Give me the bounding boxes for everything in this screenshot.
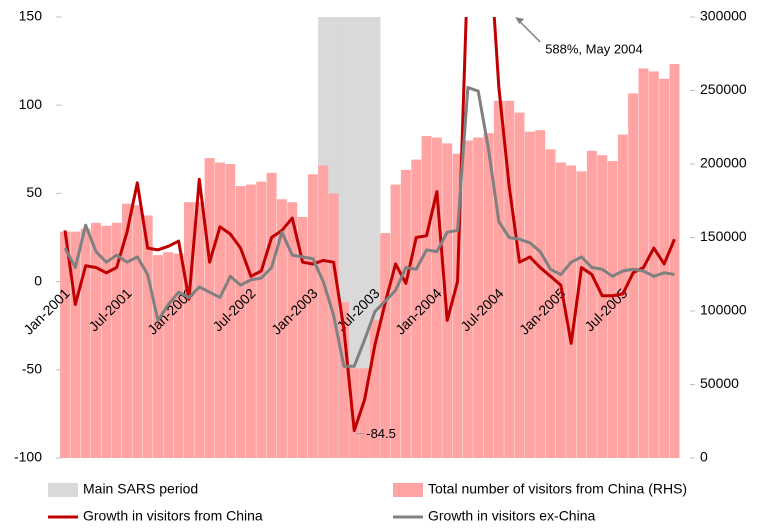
bar <box>514 112 525 459</box>
bar <box>359 368 370 458</box>
y2-tick-label: 100000 <box>700 302 747 318</box>
bar <box>122 203 132 458</box>
y-tick-label: 0 <box>34 272 42 288</box>
sars-band <box>338 17 350 458</box>
bar <box>421 136 432 458</box>
bar <box>297 216 308 458</box>
label-layer: -84.5 588%, May 2004 Main SARS period Total… <box>48 17 687 524</box>
bar <box>132 205 143 458</box>
bar <box>442 143 453 459</box>
bar <box>638 68 649 458</box>
line <box>63 86 675 368</box>
bar <box>70 231 81 458</box>
bar <box>80 228 91 458</box>
bar <box>183 202 194 458</box>
legend-label: Growth in visitors ex-China <box>428 508 595 524</box>
y2-tick-label: 0 <box>700 449 708 465</box>
bar <box>555 162 566 458</box>
y-tick-label: 50 <box>26 184 42 200</box>
bar <box>194 202 205 458</box>
legend-swatch <box>48 483 78 497</box>
bar <box>669 64 680 458</box>
bar <box>462 140 473 459</box>
bar <box>111 222 122 458</box>
y2-tick-label: 200000 <box>700 155 747 171</box>
bar-layer <box>60 64 680 459</box>
bar <box>535 130 546 458</box>
bar <box>380 233 391 458</box>
bar <box>597 155 608 458</box>
bar <box>328 193 339 458</box>
bar <box>60 231 70 458</box>
y2-tick-label: 300000 <box>700 8 747 24</box>
bar <box>648 71 659 458</box>
bar <box>545 149 556 459</box>
sars-band <box>349 17 360 458</box>
bar <box>504 100 515 458</box>
bar <box>266 172 277 458</box>
bar <box>101 225 112 458</box>
bar <box>349 368 360 458</box>
bar <box>411 159 422 458</box>
y-tick-label: 150 <box>19 8 43 24</box>
bar <box>473 137 484 459</box>
y2-tick-label: 50000 <box>700 375 739 391</box>
y-tick-label: -50 <box>22 361 42 377</box>
y2-tick-label: 250000 <box>700 81 747 97</box>
bar <box>318 165 329 458</box>
y-tick-label: -100 <box>14 449 42 465</box>
annotation-arrow <box>517 19 541 43</box>
bar <box>287 202 298 458</box>
bar <box>617 134 628 458</box>
sars-band <box>359 17 371 458</box>
bar <box>586 150 597 458</box>
bar <box>214 162 225 458</box>
bar <box>338 302 349 458</box>
bar <box>566 165 577 458</box>
legend-swatch <box>393 483 423 497</box>
bar <box>576 171 587 458</box>
bar <box>607 161 618 458</box>
bar <box>369 319 380 458</box>
data-label: -84.5 <box>366 426 396 441</box>
bar <box>256 181 267 458</box>
annotation-arrowhead <box>515 17 525 24</box>
bar <box>307 174 318 459</box>
bar <box>400 169 411 458</box>
bar <box>235 186 246 459</box>
sars-band <box>369 17 381 458</box>
bar <box>163 252 174 458</box>
bar <box>91 222 101 458</box>
line-layer <box>63 17 676 433</box>
bar <box>390 184 401 458</box>
bar <box>452 153 463 458</box>
y2-tick-label: 150000 <box>700 228 747 244</box>
bar <box>493 100 504 458</box>
bar <box>659 78 670 459</box>
bar <box>142 215 153 458</box>
bar <box>276 199 287 458</box>
bar <box>204 158 215 458</box>
bar <box>431 137 442 459</box>
annotation: 588%, May 2004 <box>545 41 643 56</box>
bar <box>245 184 256 458</box>
bar <box>153 255 163 458</box>
bar <box>483 133 494 458</box>
legend-label: Main SARS period <box>83 481 198 497</box>
bar <box>173 253 184 458</box>
y-tick-label: 100 <box>19 96 43 112</box>
bar <box>524 131 535 458</box>
legend-label: Growth in visitors from China <box>83 508 263 524</box>
line <box>63 17 676 433</box>
legend-label: Total number of visitors from China (RHS… <box>428 481 687 497</box>
bar <box>225 164 236 458</box>
